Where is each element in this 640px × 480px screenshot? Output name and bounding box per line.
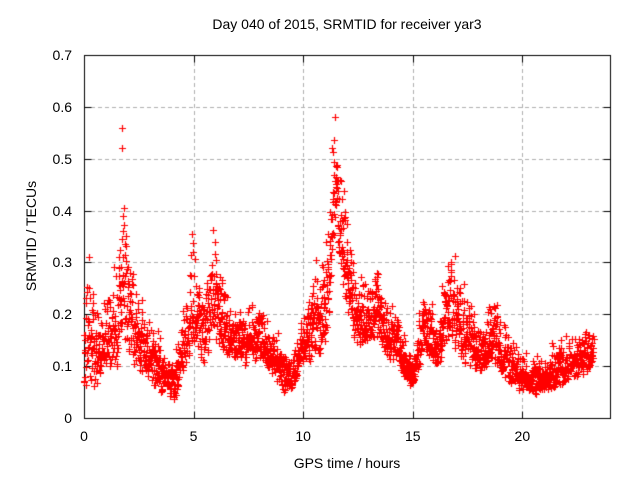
x-tick-label: 5 <box>189 428 198 444</box>
x-axis-label: GPS time / hours <box>293 455 401 471</box>
x-tick-label: 0 <box>80 428 88 444</box>
y-tick-label: 0 <box>64 410 72 426</box>
y-tick-label: 0.7 <box>52 47 72 63</box>
y-tick-label: 0.2 <box>52 306 72 323</box>
y-tick-label: 0.3 <box>52 254 72 271</box>
y-axis-label: SRMTID / TECUs <box>23 180 39 292</box>
x-tick-label: 20 <box>514 428 531 444</box>
y-tick-label: 0.6 <box>52 98 72 115</box>
y-tick-label: 0.1 <box>52 358 72 375</box>
y-tick-label: 0.5 <box>52 150 72 167</box>
x-tick-label: 10 <box>295 428 311 444</box>
chart-title: Day 040 of 2015, SRMTID for receiver yar… <box>212 16 482 32</box>
y-tick-label: 0.4 <box>52 202 72 219</box>
x-tick-label: 15 <box>404 428 421 444</box>
